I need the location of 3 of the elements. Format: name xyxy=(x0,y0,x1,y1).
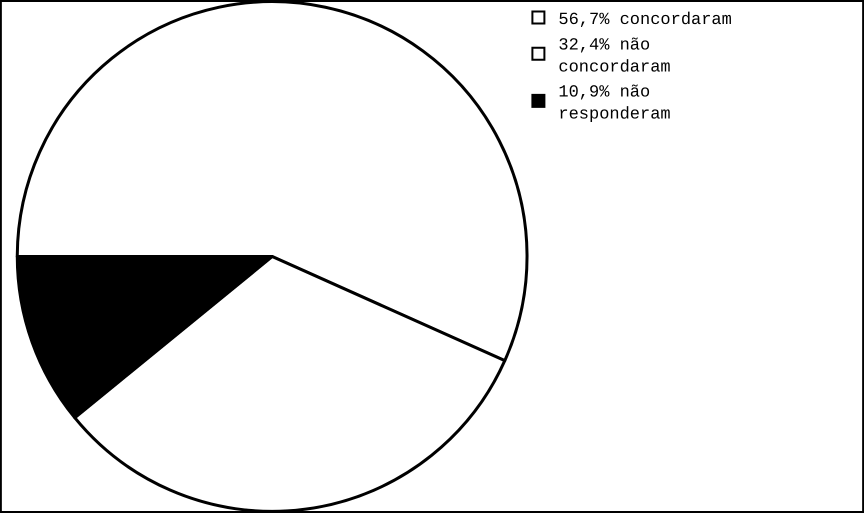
legend-label: 10,9% não responderam xyxy=(558,83,671,125)
legend-label: 32,4% não concordaram xyxy=(558,36,671,78)
legend-label: 56,7% concordaram xyxy=(558,11,732,30)
